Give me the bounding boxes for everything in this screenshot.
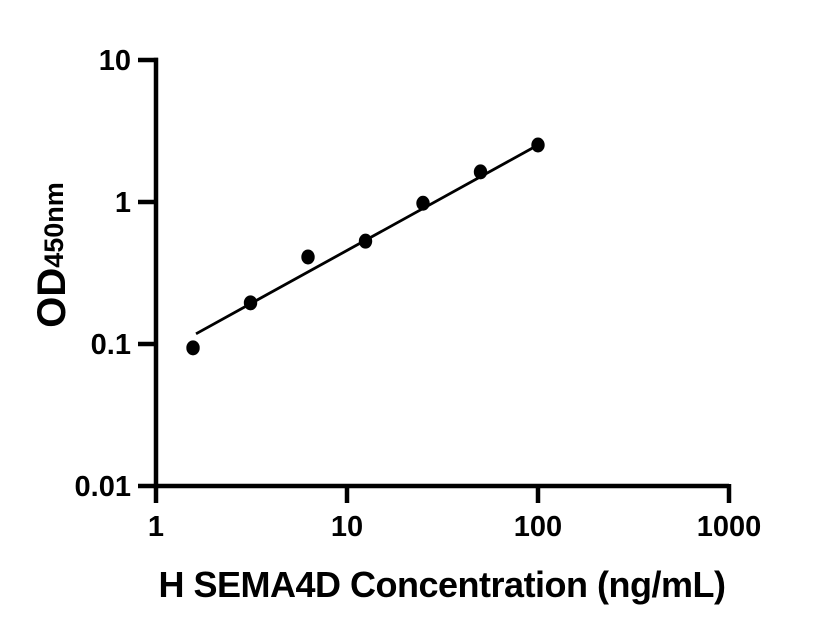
data-point [301,249,315,265]
data-point [416,195,430,211]
y-tick-label: 0.01 [75,471,131,503]
y-tick-label: 0.1 [91,329,131,361]
x-tick-label: 10 [331,511,363,543]
y-tick-label: 10 [99,45,131,77]
y-axis-title: OD450nm [27,95,77,415]
data-point [358,233,373,249]
y-axis-title-main: OD [30,267,74,328]
y-axis-title-subscript: 450nm [39,182,69,268]
x-tick-label: 100 [514,511,562,543]
data-point [473,164,488,180]
data-point [531,137,545,153]
data-point [186,340,200,356]
data-point [243,295,258,311]
x-tick-label: 1 [148,511,164,543]
x-tick-label: 1000 [697,511,762,543]
y-tick-label: 1 [115,187,131,219]
x-axis-title: H SEMA4D Concentration (ng/mL) [158,564,727,605]
